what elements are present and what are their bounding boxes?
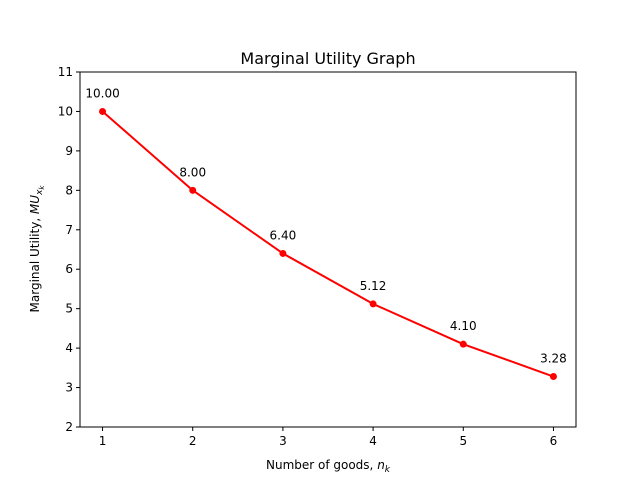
x-tick-label: 3	[279, 434, 287, 448]
y-tick-label: 5	[65, 302, 73, 316]
data-label: 6.40	[270, 228, 297, 242]
plot-area: 1 2 3 4 5 6 2 3 4 5 6 7 8 9 10 11 10.00 8.00 6.40 5.12 4.10 3…	[58, 65, 577, 448]
y-tick-label: 2	[65, 420, 73, 434]
data-point	[369, 300, 377, 308]
y-axis-label-text: Marginal Utility,	[28, 214, 42, 312]
data-point	[459, 340, 467, 348]
series-line	[101, 110, 554, 378]
y-tick-label: 3	[65, 381, 73, 395]
x-tick-label: 4	[369, 434, 377, 448]
x-tick-label: 6	[550, 434, 558, 448]
y-tick-label: 11	[58, 65, 73, 79]
axes-frame	[79, 71, 577, 428]
data-point	[549, 373, 557, 381]
data-point	[99, 107, 107, 115]
x-tick-label: 2	[189, 434, 197, 448]
data-label: 3.28	[540, 352, 567, 366]
x-axis-label: Number of goods, nk	[266, 458, 391, 475]
y-axis-label: Marginal Utility, MUxk	[28, 185, 46, 313]
x-tick-label: 1	[99, 434, 107, 448]
y-tick-label: 7	[65, 223, 73, 237]
chart-title: Marginal Utility Graph	[240, 49, 415, 68]
y-axis-label-subsub: k	[38, 185, 46, 190]
data-label: 10.00	[85, 86, 119, 100]
data-label: 5.12	[360, 279, 387, 293]
y-tick-label: 4	[65, 341, 73, 355]
data-point	[279, 249, 287, 257]
y-axis-label-var: MU	[28, 195, 42, 214]
x-axis-label-var: n	[377, 458, 385, 472]
y-tick-label: 9	[65, 144, 73, 158]
x-axis-label-sub: k	[385, 465, 391, 475]
data-label: 8.00	[179, 165, 206, 179]
data-label: 4.10	[450, 319, 477, 333]
x-axis-label-text: Number of goods,	[266, 458, 377, 472]
x-tick-label: 5	[459, 434, 467, 448]
y-tick-label: 8	[65, 183, 73, 197]
y-tick-label: 10	[58, 104, 73, 118]
y-axis-label-sub: x	[35, 189, 45, 196]
data-point	[189, 186, 197, 194]
y-tick-label: 6	[65, 262, 73, 276]
